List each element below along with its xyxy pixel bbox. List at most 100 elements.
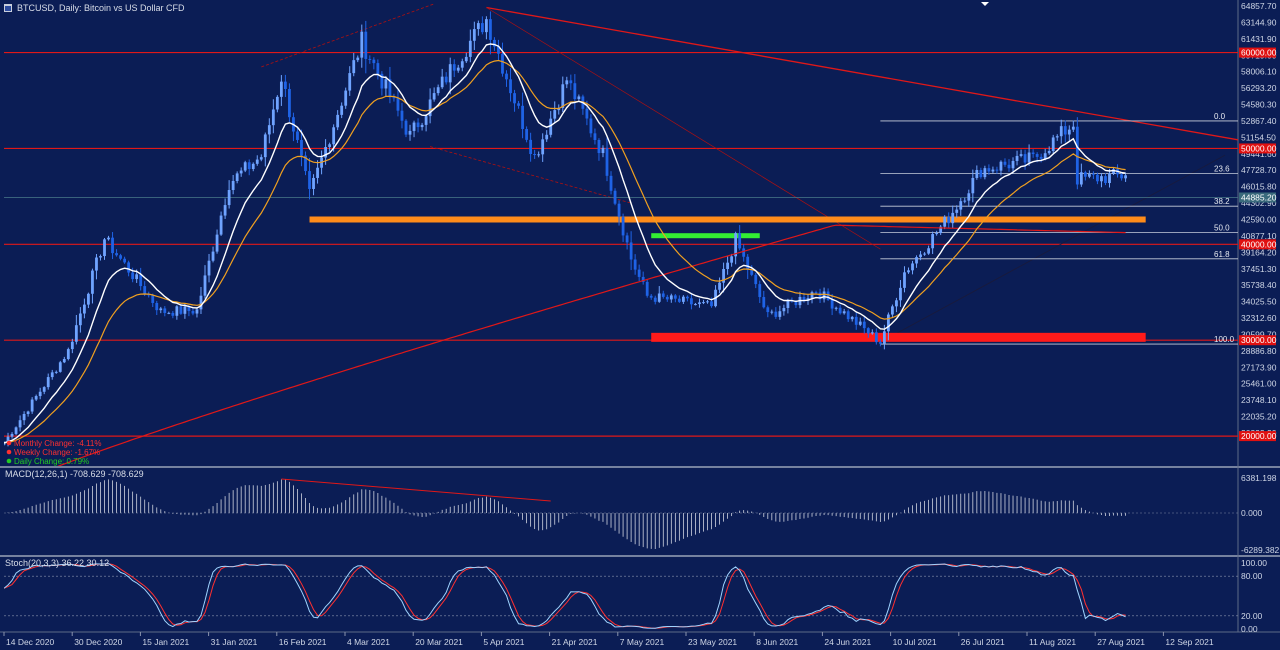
candle[interactable] [866,328,870,334]
candle[interactable] [489,19,492,40]
price-panel[interactable]: 0.0 23.6 38.2 50.0 61.8 100.0 [3,0,1238,489]
candle[interactable] [1071,126,1075,130]
candle[interactable] [585,108,589,119]
candle[interactable] [497,46,500,54]
candle[interactable] [975,169,979,178]
candle[interactable] [1015,155,1019,161]
candle[interactable] [38,391,42,397]
candle[interactable] [115,253,118,256]
candle[interactable] [677,298,681,302]
candle[interactable] [340,105,344,115]
candle[interactable] [10,433,14,437]
candle[interactable] [653,297,657,302]
candle[interactable] [991,169,995,172]
candle[interactable] [834,307,838,309]
candle[interactable] [255,159,259,164]
candle[interactable] [597,139,601,154]
candle[interactable] [54,371,58,373]
candle[interactable] [613,190,617,204]
candle[interactable] [718,282,721,290]
candle[interactable] [412,122,416,131]
stochastic-panel[interactable] [4,563,1238,629]
candle[interactable] [750,269,754,275]
candle[interactable] [923,253,926,255]
candle[interactable] [392,97,396,99]
candle[interactable] [187,306,191,312]
candle[interactable] [758,284,762,298]
zone-orange[interactable] [309,216,1146,223]
candle[interactable] [34,396,38,400]
candle[interactable] [1011,160,1015,169]
candle[interactable] [1043,153,1047,159]
candle[interactable] [1067,129,1071,135]
candle[interactable] [1088,173,1091,177]
candle[interactable] [762,297,766,308]
candle[interactable] [513,93,516,104]
candle[interactable] [151,295,155,303]
candle[interactable] [472,29,476,41]
candle[interactable] [127,262,131,273]
candle[interactable] [14,427,18,434]
candle[interactable] [1108,173,1111,184]
candle[interactable] [74,325,78,342]
candle[interactable] [569,80,573,84]
candle[interactable] [400,110,404,121]
candle[interactable] [633,259,637,270]
candle[interactable] [947,216,951,224]
candle[interactable] [931,234,935,249]
candle[interactable] [139,274,143,287]
candle[interactable] [384,79,388,89]
candle[interactable] [698,302,701,305]
candle[interactable] [509,79,512,94]
candle[interactable] [842,311,846,314]
candle[interactable] [267,125,271,135]
candle[interactable] [111,237,114,254]
candle[interactable] [247,162,251,170]
candle[interactable] [231,180,235,191]
candle[interactable] [296,131,299,140]
candle[interactable] [537,154,541,156]
candle[interactable] [1100,176,1103,182]
candle[interactable] [850,316,854,320]
candle[interactable] [541,139,545,155]
candle[interactable] [830,299,834,309]
candle[interactable] [573,83,577,100]
candle[interactable] [464,56,468,62]
candle[interactable] [18,420,22,428]
candle[interactable] [1035,154,1039,157]
candle[interactable] [179,306,183,314]
candle[interactable] [726,262,729,270]
candle[interactable] [673,295,677,299]
candle[interactable] [300,139,303,156]
candle[interactable] [722,269,725,283]
candle[interactable] [119,255,122,259]
candle[interactable] [243,162,247,171]
candle[interactable] [191,311,195,314]
candle[interactable] [907,270,910,273]
candle[interactable] [1023,154,1027,163]
candle[interactable] [838,307,842,314]
candle[interactable] [203,275,207,296]
candle[interactable] [617,203,621,217]
candle[interactable] [605,147,609,176]
candle[interactable] [372,59,376,64]
candle[interactable] [275,96,279,110]
candle[interactable] [171,312,175,316]
candle[interactable] [681,296,685,302]
candle[interactable] [376,63,380,74]
candle[interactable] [336,114,340,128]
candle[interactable] [641,276,645,282]
candle[interactable] [95,257,98,271]
candle[interactable] [621,216,625,236]
candle[interactable] [251,163,255,170]
candle[interactable] [83,304,86,314]
candle[interactable] [967,193,971,201]
candle[interactable] [645,281,649,296]
candle[interactable] [665,296,669,300]
candle[interactable] [911,263,914,271]
candle[interactable] [424,116,428,125]
candle[interactable] [814,292,818,294]
candle[interactable] [1063,126,1067,135]
candle[interactable] [846,311,850,320]
candle[interactable] [609,175,613,191]
